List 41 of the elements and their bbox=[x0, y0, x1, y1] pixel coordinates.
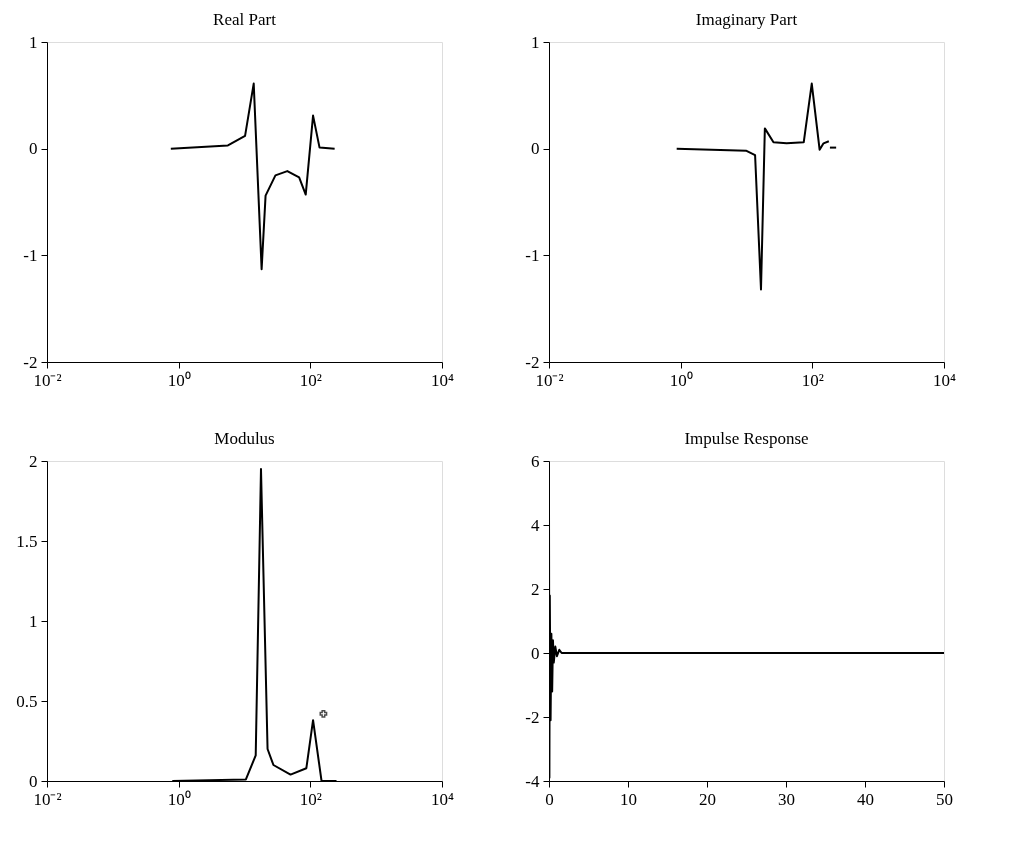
y-tick-label: 1 bbox=[531, 32, 540, 52]
y-tick-label: -2 bbox=[23, 352, 38, 372]
x-tick-label: 20 bbox=[699, 789, 716, 809]
x-tick-label: 10⁴ bbox=[933, 370, 957, 390]
y-tick-label: -1 bbox=[23, 245, 38, 265]
x-tick-label: 10⁴ bbox=[431, 370, 455, 390]
x-tick-label: 10⁰ bbox=[167, 370, 191, 390]
chart-title: Modulus bbox=[214, 429, 275, 448]
x-tick-label: 50 bbox=[936, 789, 953, 809]
y-tick-label: -2 bbox=[525, 352, 540, 372]
y-tick-label: 6 bbox=[531, 451, 540, 471]
y-tick-label: -2 bbox=[525, 707, 540, 727]
chart-title: Real Part bbox=[213, 10, 277, 29]
y-tick-label: 1 bbox=[29, 32, 38, 52]
y-tick-label: 1 bbox=[29, 611, 38, 631]
y-tick-label: 0 bbox=[531, 643, 540, 663]
y-tick-label: 0 bbox=[531, 139, 540, 159]
chart-title: Impulse Response bbox=[684, 429, 809, 448]
y-tick-label: 1.5 bbox=[16, 531, 38, 551]
y-tick-label: 2 bbox=[531, 579, 540, 599]
x-tick-label: 10⁻² bbox=[33, 789, 62, 809]
x-tick-label: 10² bbox=[299, 370, 322, 390]
x-tick-label: 10⁻² bbox=[33, 370, 62, 390]
y-tick-label: -1 bbox=[525, 245, 540, 265]
y-tick-label: 0 bbox=[29, 771, 38, 791]
x-tick-label: 10⁰ bbox=[669, 370, 693, 390]
y-tick-label: -4 bbox=[525, 771, 540, 791]
x-tick-label: 0 bbox=[545, 789, 554, 809]
x-tick-label: 10⁻² bbox=[535, 370, 564, 390]
x-tick-label: 30 bbox=[778, 789, 795, 809]
x-tick-label: 40 bbox=[857, 789, 874, 809]
x-tick-label: 10 bbox=[620, 789, 637, 809]
x-tick-label: 10² bbox=[801, 370, 824, 390]
chart-title: Imaginary Part bbox=[695, 10, 798, 29]
y-tick-label: 0 bbox=[29, 139, 38, 159]
x-tick-label: 10² bbox=[299, 789, 322, 809]
y-tick-label: 4 bbox=[531, 515, 540, 535]
x-tick-label: 10⁰ bbox=[167, 789, 191, 809]
y-tick-label: 2 bbox=[29, 451, 38, 471]
y-tick-label: 0.5 bbox=[16, 691, 38, 711]
x-tick-label: 10⁴ bbox=[431, 789, 455, 809]
